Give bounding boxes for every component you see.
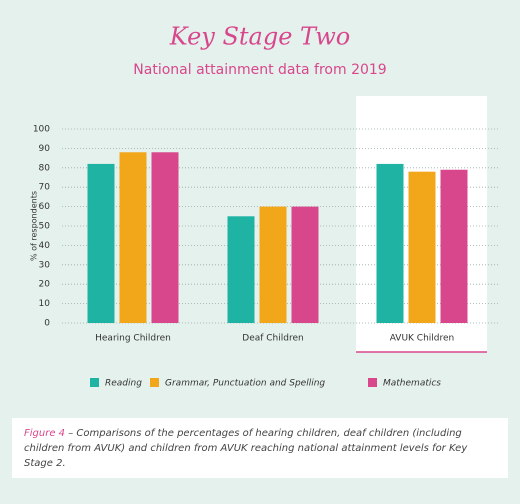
legend-label: Reading [105,379,142,389]
y-tick-label: 20 [39,280,51,290]
legend-swatch [368,378,377,387]
bar [291,206,319,323]
chart: Key Stage Two National attainment data f… [30,23,500,389]
chart-subtitle: National attainment data from 2019 [133,62,386,78]
caption-label: Figure 4 [24,428,66,439]
y-tick-label: 80 [39,163,51,173]
caption: Figure 4 – Comparisons of the percentage… [12,418,508,478]
bar [440,169,468,323]
bar [227,216,255,323]
x-tick-label: Hearing Children [95,334,171,344]
bar [151,152,179,323]
x-tick-label: AVUK Children [390,334,455,344]
legend-swatch [150,378,159,387]
chart-title: Key Stage Two [169,23,350,51]
legend-label: Mathematics [383,379,441,389]
bar [87,163,115,323]
y-tick-label: 40 [39,241,51,251]
legend-label: Grammar, Punctuation and Spelling [165,379,325,389]
y-tick-label: 70 [39,183,51,193]
y-tick-label: 100 [33,125,50,135]
bar [376,163,404,323]
y-tick-label: 0 [44,319,50,329]
y-tick-label: 50 [39,222,51,232]
caption-text: – Comparisons of the percentages of hear… [24,428,468,469]
y-tick-label: 60 [39,202,51,212]
bar [259,206,287,323]
bar [119,152,147,323]
y-tick-label: 10 [39,299,51,309]
bar [408,171,436,323]
y-axis-label: % of respondents [30,191,39,261]
y-tick-label: 90 [39,144,51,154]
x-tick-label: Deaf Children [242,334,303,344]
y-tick-label: 30 [39,260,51,270]
legend-swatch [90,378,99,387]
